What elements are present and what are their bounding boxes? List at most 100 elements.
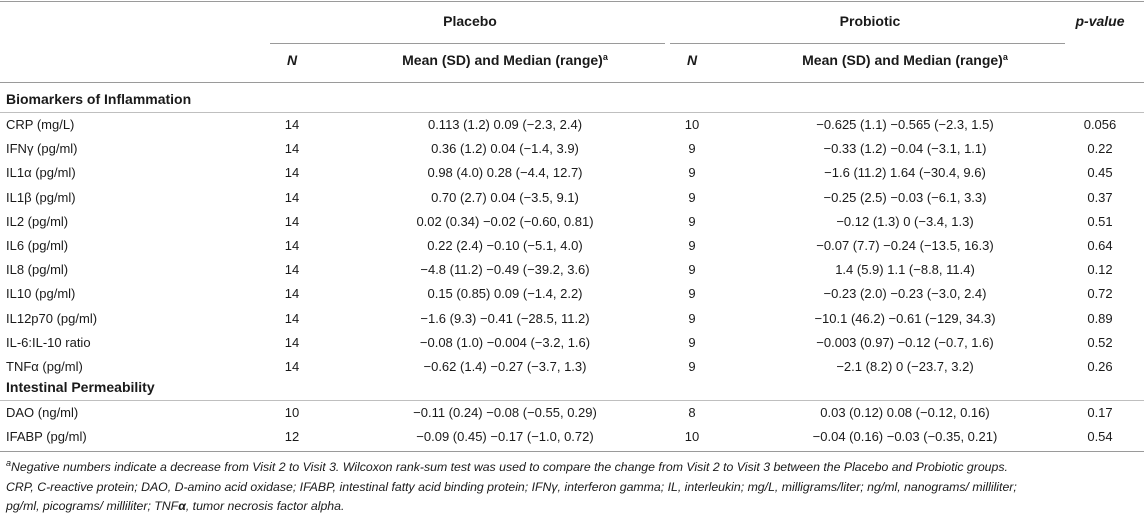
row-label: IFABP (pg/ml) [6, 429, 87, 445]
probiotic-n: 9 [688, 310, 696, 326]
probiotic-n: 9 [688, 334, 696, 350]
probiotic-stat: −1.6 (11.2) 1.64 (−30.4, 9.6) [824, 165, 986, 181]
table-row: IL10 (pg/ml) 14 0.15 (0.85) 0.09 (−1.4, 2.… [0, 282, 1144, 306]
footnote-text-3a: pg/ml, picograms/ milliliter; TNF [6, 499, 179, 513]
footnote-line-1: aNegative numbers indicate a decrease fr… [6, 458, 1140, 478]
header-stat-probiotic: Mean (SD) and Median (range)a [730, 52, 1080, 68]
row-label: IL1β (pg/ml) [6, 189, 76, 205]
probiotic-n: 9 [688, 189, 696, 205]
placebo-stat: 0.113 (1.2) 0.09 (−2.3, 2.4) [427, 117, 583, 132]
probiotic-stat: −0.33 (1.2) −0.04 (−3.1, 1.1) [823, 141, 987, 157]
p-value: 0.51 [1087, 213, 1113, 229]
n-label: N [286, 52, 298, 68]
probiotic-n: 9 [688, 238, 696, 253]
footnote-line-2: CRP, C-reactive protein; DAO, D-amino ac… [6, 479, 1017, 494]
placebo-stat: −4.8 (11.2) −0.49 (−39.2, 3.6) [420, 262, 590, 278]
placebo-stat: 0.98 (4.0) 0.28 (−4.4, 12.7) [427, 165, 583, 181]
placebo-n: 14 [284, 310, 300, 326]
probiotic-n: 9 [688, 286, 696, 302]
footnote-line-3: pg/ml, picograms/ milliliter; TNFα, tumo… [6, 497, 1140, 517]
p-value: 0.52 [1087, 334, 1113, 350]
row-label: DAO (ng/ml) [6, 405, 79, 420]
p-value: 0.17 [1087, 405, 1113, 420]
table-row: IFNγ (pg/ml) 14 0.36 (1.2) 0.04 (−1.4, 3.9… [0, 137, 1144, 161]
table-row: IFABP (pg/ml) 12 −0.09 (0.45) −0.17 (−1.0,… [0, 425, 1144, 449]
placebo-stat: 0.15 (0.85) 0.09 (−1.4, 2.2) [427, 286, 583, 302]
row-label: CRP (mg/L) [6, 117, 75, 132]
table-row: IL-6:IL-10 ratio 14 −0.08 (1.0) −0.004 (−3… [0, 331, 1144, 355]
row-label: IL1α (pg/ml) [6, 165, 76, 181]
section-title-permeability: Intestinal Permeability [6, 379, 155, 395]
probiotic-stat: 1.4 (5.9) 1.1 (−8.8, 11.4) [835, 262, 975, 278]
probiotic-n: 10 [684, 429, 700, 445]
footnote-sup: a [6, 458, 12, 468]
probiotic-stat: −2.1 (8.2) 0 (−23.7, 3.2) [836, 359, 974, 374]
probiotic-n: 9 [688, 213, 696, 229]
placebo-n: 14 [284, 189, 300, 205]
header-bottom-rule [0, 82, 1144, 83]
placebo-stat: −0.08 (1.0) −0.004 (−3.2, 1.6) [419, 334, 591, 350]
placebo-n: 12 [284, 429, 300, 445]
placebo-group-rule [270, 43, 665, 44]
section-rule [0, 112, 1144, 113]
probiotic-n: 9 [688, 359, 696, 374]
p-value: 0.12 [1087, 262, 1113, 278]
p-value: 0.72 [1087, 286, 1113, 302]
section-rule [0, 400, 1144, 401]
probiotic-stat: 0.03 (0.12) 0.08 (−0.12, 0.16) [820, 405, 990, 420]
placebo-n: 10 [284, 405, 300, 420]
probiotic-stat: −0.003 (0.97) −0.12 (−0.7, 1.6) [816, 334, 994, 350]
placebo-stat: −0.09 (0.45) −0.17 (−1.0, 0.72) [416, 429, 594, 445]
p-value: 0.89 [1087, 310, 1113, 326]
table-row: CRP (mg/L) 14 0.113 (1.2) 0.09 (−2.3, 2.4)… [0, 113, 1144, 137]
table-footnote: aNegative numbers indicate a decrease fr… [6, 458, 1140, 517]
placebo-n: 14 [284, 238, 300, 253]
placebo-n: 14 [284, 286, 300, 302]
placebo-n: 14 [284, 117, 300, 132]
row-label: IL12p70 (pg/ml) [6, 310, 98, 326]
placebo-n: 14 [284, 213, 300, 229]
placebo-n: 14 [284, 141, 300, 157]
p-value: 0.22 [1087, 141, 1113, 157]
probiotic-stat: −0.12 (1.3) 0 (−3.4, 1.3) [836, 213, 974, 229]
table-row: IL1β (pg/ml) 14 0.70 (2.7) 0.04 (−3.5, 9.1… [0, 186, 1144, 210]
table-bottom-rule [0, 451, 1144, 452]
probiotic-n: 9 [688, 165, 696, 181]
table-row: DAO (ng/ml) 10 −0.11 (0.24) −0.08 (−0.55, … [0, 401, 1144, 425]
probiotic-stat: −0.04 (0.16) −0.03 (−0.35, 0.21) [812, 429, 998, 445]
table-row: IL12p70 (pg/ml) 14 −1.6 (9.3) −0.41 (−28.5… [0, 307, 1144, 331]
row-label: IFNγ (pg/ml) [6, 141, 78, 157]
footnote-text-1: Negative numbers indicate a decrease fro… [11, 460, 1008, 474]
n-label: N [686, 52, 698, 68]
stat-sup: a [1002, 52, 1008, 62]
row-label: IL8 (pg/ml) [6, 262, 69, 278]
table-row: IL6 (pg/ml) 14 0.22 (2.4) −0.10 (−5.1, 4.0… [0, 234, 1144, 258]
probiotic-stat: −0.23 (2.0) −0.23 (−3.0, 2.4) [823, 286, 987, 302]
row-label: IL10 (pg/ml) [6, 286, 76, 302]
table-row: TNFα (pg/ml) 14 −0.62 (1.4) −0.27 (−3.7, 1… [0, 355, 1144, 379]
placebo-n: 14 [284, 334, 300, 350]
header-placebo: Placebo [443, 13, 497, 29]
placebo-stat: 0.22 (2.4) −0.10 (−5.1, 4.0) [427, 238, 583, 253]
placebo-stat: −0.62 (1.4) −0.27 (−3.7, 1.3) [423, 359, 587, 374]
stat-label: Mean (SD) and Median (range) [402, 52, 603, 68]
table-top-rule [0, 1, 1144, 2]
row-label: IL2 (pg/ml) [6, 213, 69, 229]
header-stat-placebo: Mean (SD) and Median (range)a [330, 52, 680, 68]
header-n-placebo: N [262, 52, 322, 68]
header-n-probiotic: N [662, 52, 722, 68]
placebo-stat: 0.02 (0.34) −0.02 (−0.60, 0.81) [416, 213, 594, 229]
footnote-text-3b: , tumor necrosis factor alpha. [185, 499, 345, 513]
placebo-stat: −0.11 (0.24) −0.08 (−0.55, 0.29) [413, 405, 597, 420]
placebo-stat: −1.6 (9.3) −0.41 (−28.5, 11.2) [420, 310, 590, 326]
table-row: IL1α (pg/ml) 14 0.98 (4.0) 0.28 (−4.4, 12.… [0, 161, 1144, 185]
p-value: 0.26 [1087, 359, 1113, 374]
footnote-alpha: α [178, 499, 186, 513]
probiotic-stat: −0.07 (7.7) −0.24 (−13.5, 16.3) [816, 238, 994, 253]
probiotic-n: 8 [688, 405, 696, 420]
p-value: 0.45 [1087, 165, 1113, 181]
placebo-n: 14 [284, 262, 300, 278]
probiotic-n: 9 [688, 262, 696, 278]
table-row: IL2 (pg/ml) 14 0.02 (0.34) −0.02 (−0.60, 0… [0, 210, 1144, 234]
row-label: IL-6:IL-10 ratio [6, 334, 91, 350]
